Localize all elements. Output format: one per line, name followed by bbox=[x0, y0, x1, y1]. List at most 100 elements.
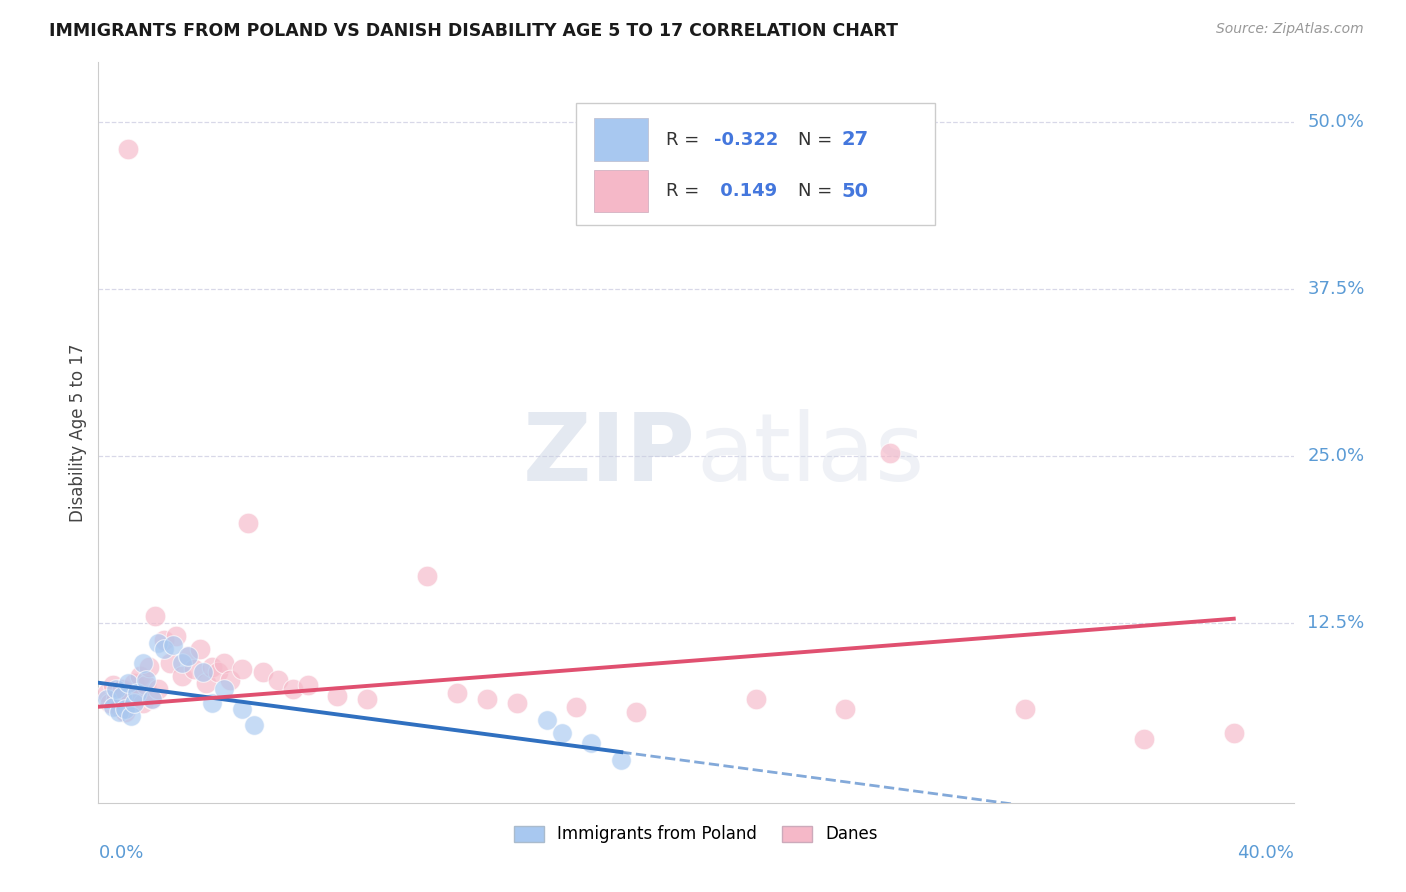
Point bbox=[267, 673, 290, 687]
Point bbox=[96, 686, 118, 700]
Text: R =: R = bbox=[666, 182, 704, 200]
Point bbox=[114, 705, 136, 719]
Text: 37.5%: 37.5% bbox=[1308, 280, 1365, 298]
Text: 50.0%: 50.0% bbox=[1308, 113, 1364, 131]
Text: 12.5%: 12.5% bbox=[1308, 614, 1365, 632]
Point bbox=[143, 609, 166, 624]
Point bbox=[191, 665, 214, 679]
Point bbox=[141, 691, 163, 706]
Point bbox=[201, 659, 224, 673]
FancyBboxPatch shape bbox=[576, 103, 935, 226]
Point bbox=[177, 648, 200, 663]
Text: N =: N = bbox=[797, 131, 838, 149]
Legend: Immigrants from Poland, Danes: Immigrants from Poland, Danes bbox=[508, 819, 884, 850]
Point bbox=[172, 656, 194, 670]
Y-axis label: Disability Age 5 to 17: Disability Age 5 to 17 bbox=[69, 343, 87, 522]
Point bbox=[165, 629, 187, 643]
Point bbox=[610, 753, 633, 767]
Point bbox=[231, 662, 253, 676]
Point bbox=[212, 656, 235, 670]
Point bbox=[132, 696, 155, 710]
Point bbox=[626, 705, 648, 719]
Point bbox=[201, 696, 224, 710]
Point bbox=[127, 686, 149, 700]
Text: 50: 50 bbox=[842, 182, 869, 201]
Point bbox=[1133, 731, 1156, 746]
Point bbox=[138, 659, 160, 673]
Point bbox=[148, 636, 170, 650]
Point bbox=[111, 689, 134, 703]
Point bbox=[172, 669, 194, 683]
Point bbox=[159, 656, 181, 670]
Text: N =: N = bbox=[797, 182, 838, 200]
Text: Source: ZipAtlas.com: Source: ZipAtlas.com bbox=[1216, 22, 1364, 37]
Point bbox=[132, 656, 155, 670]
Point bbox=[108, 699, 131, 714]
Point bbox=[188, 642, 211, 657]
Text: IMMIGRANTS FROM POLAND VS DANISH DISABILITY AGE 5 TO 17 CORRELATION CHART: IMMIGRANTS FROM POLAND VS DANISH DISABIL… bbox=[49, 22, 898, 40]
Point bbox=[252, 665, 274, 679]
Point bbox=[96, 691, 118, 706]
Point bbox=[1223, 726, 1246, 740]
Point bbox=[446, 686, 468, 700]
Text: 27: 27 bbox=[842, 130, 869, 149]
Point bbox=[183, 662, 205, 676]
Point bbox=[120, 709, 142, 723]
Point bbox=[219, 673, 242, 687]
Point bbox=[135, 678, 157, 692]
Point bbox=[475, 691, 498, 706]
Point bbox=[153, 642, 176, 657]
FancyBboxPatch shape bbox=[595, 119, 648, 161]
Point bbox=[153, 633, 176, 648]
Point bbox=[745, 691, 768, 706]
Text: atlas: atlas bbox=[696, 409, 924, 500]
Point bbox=[297, 678, 319, 692]
Text: 0.0%: 0.0% bbox=[98, 844, 143, 862]
Point bbox=[124, 675, 146, 690]
Point bbox=[195, 675, 218, 690]
Point bbox=[506, 696, 529, 710]
Point bbox=[148, 682, 170, 697]
Text: ZIP: ZIP bbox=[523, 409, 696, 500]
Point bbox=[127, 686, 149, 700]
Point bbox=[416, 569, 439, 583]
Text: R =: R = bbox=[666, 131, 704, 149]
Text: 0.149: 0.149 bbox=[714, 182, 778, 200]
Point bbox=[117, 675, 139, 690]
Point bbox=[550, 726, 572, 740]
Point bbox=[105, 691, 128, 706]
Point bbox=[177, 648, 200, 663]
Point bbox=[141, 691, 163, 706]
FancyBboxPatch shape bbox=[595, 169, 648, 212]
Point bbox=[105, 682, 128, 697]
Point bbox=[243, 718, 266, 732]
Text: 40.0%: 40.0% bbox=[1237, 844, 1294, 862]
Point bbox=[117, 142, 139, 156]
Point bbox=[111, 682, 134, 697]
Point bbox=[1014, 702, 1036, 716]
Point bbox=[565, 699, 588, 714]
Point bbox=[236, 516, 259, 530]
Point bbox=[162, 639, 184, 653]
Point bbox=[834, 702, 856, 716]
Text: -0.322: -0.322 bbox=[714, 131, 779, 149]
Point bbox=[129, 669, 152, 683]
Point bbox=[135, 673, 157, 687]
Point bbox=[103, 678, 125, 692]
Point bbox=[536, 713, 558, 727]
Text: 25.0%: 25.0% bbox=[1308, 447, 1365, 465]
Point bbox=[103, 699, 125, 714]
Point bbox=[231, 702, 253, 716]
Point bbox=[879, 446, 901, 460]
Point bbox=[326, 689, 349, 703]
Point bbox=[581, 736, 603, 750]
Point bbox=[207, 665, 229, 679]
Point bbox=[356, 691, 378, 706]
Point bbox=[212, 682, 235, 697]
Point bbox=[281, 682, 304, 697]
Point bbox=[124, 696, 146, 710]
Point bbox=[108, 705, 131, 719]
Point bbox=[98, 696, 122, 710]
Point bbox=[114, 702, 136, 716]
Point bbox=[120, 691, 142, 706]
